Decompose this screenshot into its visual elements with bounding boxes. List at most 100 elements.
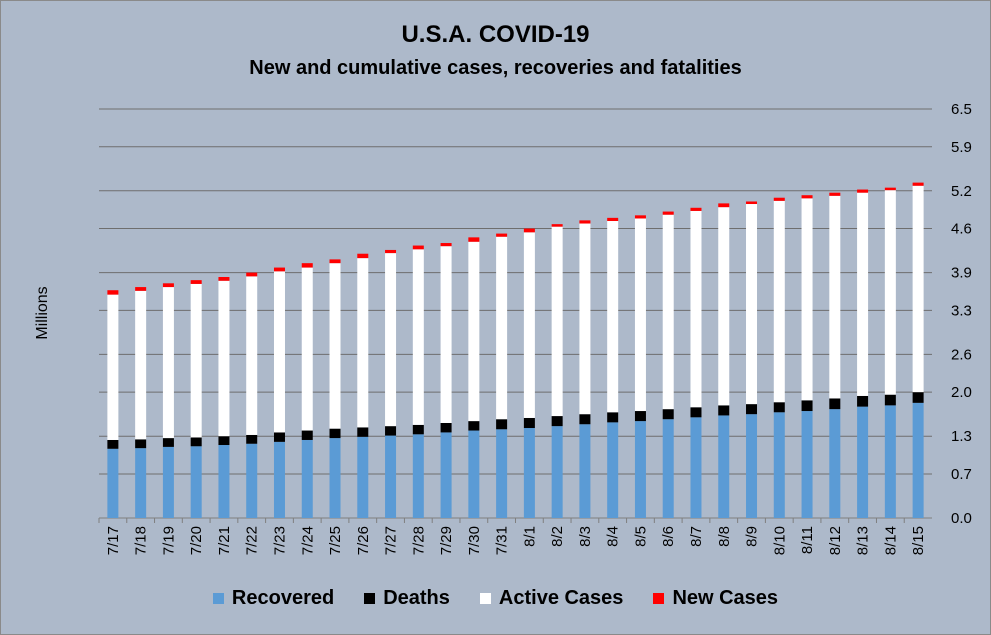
bar-segment (107, 294, 119, 440)
bar-segment (579, 220, 591, 224)
legend-item: Active Cases (479, 587, 624, 610)
legend-label: New Cases (672, 587, 779, 609)
bar-segment (162, 446, 174, 518)
bar-segment (829, 398, 841, 410)
legend-label: Recovered (231, 587, 335, 609)
bar-segment (912, 402, 924, 518)
legend-swatch (212, 593, 224, 604)
x-tick-label: 7/31 (494, 526, 511, 555)
bar-segment (246, 443, 258, 518)
bar-segment (329, 428, 341, 439)
y-tick-label: 5.9 (951, 139, 972, 156)
legend-swatch (364, 593, 376, 604)
bar-segment (385, 435, 397, 518)
x-tick-label: 7/27 (383, 526, 400, 555)
bar-segment (801, 195, 813, 199)
bar-segment (607, 412, 619, 423)
bar-segment (718, 405, 730, 416)
bar-segment (718, 203, 730, 208)
bar-segment (579, 424, 591, 518)
bar-segment (634, 421, 646, 518)
bar-segment (523, 428, 535, 518)
bar-segment (135, 287, 147, 291)
y-tick-label: 1.3 (951, 428, 972, 445)
bar-segment (357, 427, 369, 437)
bar-segment (690, 407, 702, 418)
bar-segment (190, 280, 202, 284)
bar-segment (551, 426, 563, 518)
bar-segment (218, 436, 230, 446)
bar-segment (829, 409, 841, 518)
bar-segment (440, 246, 452, 423)
bar-segment (634, 218, 646, 412)
bar-segment (857, 192, 869, 396)
bar-segment (912, 392, 924, 403)
y-tick-label: 3.3 (951, 302, 972, 319)
bar-segment (357, 436, 369, 518)
x-tick-label: 7/20 (188, 526, 205, 555)
bar-segment (746, 201, 758, 205)
x-tick-label: 7/21 (216, 526, 233, 555)
y-tick-label: 0.0 (951, 510, 972, 527)
bar-segment (746, 204, 758, 405)
bar-segment (607, 217, 619, 222)
legend-label: Active Cases (498, 587, 624, 609)
bar-segment (523, 417, 535, 429)
bar-segment (912, 185, 924, 393)
bar-segment (884, 394, 896, 406)
bar-segment (829, 192, 841, 196)
bar-segment (857, 406, 869, 518)
x-tick-label: 8/7 (688, 526, 705, 547)
bar-segment (107, 439, 119, 449)
bar-segment (662, 409, 674, 420)
bar-segment (579, 223, 591, 415)
bar-segment (857, 395, 869, 407)
bar-segment (190, 283, 202, 438)
bar-segment (135, 439, 147, 449)
bar-segment (884, 405, 896, 518)
y-tick-label: 4.6 (951, 221, 972, 238)
y-tick-label: 5.2 (951, 183, 972, 200)
bar-segment (190, 446, 202, 518)
legend-item: New Cases (653, 587, 778, 610)
chart-title: U.S.A. COVID-19 (401, 21, 590, 48)
bar-segment (218, 445, 230, 518)
bar-segment (107, 290, 119, 295)
x-tick-label: 7/18 (133, 526, 150, 555)
bar-segment (135, 448, 147, 518)
bar-segment (440, 243, 452, 247)
x-tick-label: 8/4 (605, 526, 622, 547)
bar-segment (773, 197, 785, 201)
x-tick-label: 8/5 (632, 526, 649, 547)
x-tick-label: 8/11 (799, 526, 816, 554)
bar-segment (801, 411, 813, 518)
bar-segment (607, 221, 619, 413)
bar-segment (273, 271, 285, 433)
x-tick-label: 7/25 (327, 526, 344, 555)
bar-segment (107, 448, 119, 518)
bar-segment (551, 226, 563, 417)
x-tick-label: 8/3 (577, 526, 594, 547)
bar-segment (440, 422, 452, 433)
bar-segment (523, 232, 535, 418)
bar-segment (218, 277, 230, 281)
x-tick-label: 8/6 (660, 526, 677, 547)
bar-segment (496, 236, 508, 420)
bar-segment (718, 415, 730, 518)
x-tick-label: 8/15 (910, 526, 927, 555)
bar-segment (884, 187, 896, 191)
bar-segment (218, 280, 230, 437)
bar-segment (884, 190, 896, 395)
bar-segment (468, 421, 480, 431)
bar-segment (329, 263, 341, 429)
bar-segment (246, 272, 258, 277)
bar-segment (357, 258, 369, 428)
bar-segment (301, 439, 313, 518)
bar-segment (773, 402, 785, 413)
bar-segment (273, 432, 285, 442)
x-tick-label: 7/29 (438, 526, 455, 555)
legend-label: Deaths (383, 587, 450, 609)
x-tick-label: 8/1 (521, 526, 538, 547)
bar-segment (579, 414, 591, 425)
